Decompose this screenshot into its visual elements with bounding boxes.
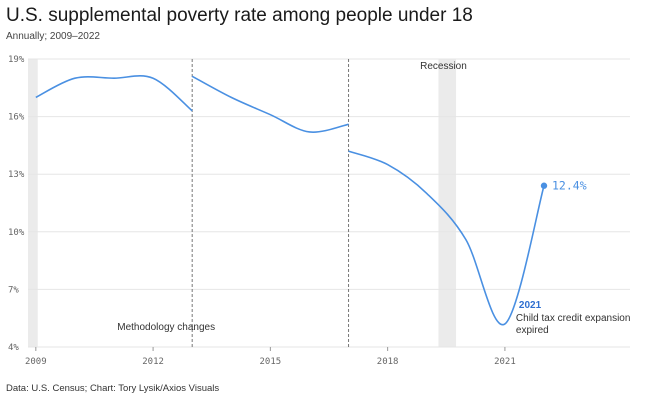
source-note: Data: U.S. Census; Chart: Tory Lysik/Axi… [6, 383, 220, 394]
recession-label: Recession [420, 61, 467, 72]
y-tick-label-7: 7% [8, 285, 19, 295]
annotation-year: 2021 [519, 300, 542, 311]
y-tick-label-19: 19% [8, 55, 25, 65]
x-tick-label-2018: 2018 [377, 357, 399, 367]
annotation-line-2: expired [516, 325, 549, 336]
series-line-segment-2 [348, 150, 545, 326]
shaded-region-0 [28, 59, 38, 347]
series-line-segment-0 [35, 75, 193, 112]
end-value-label: 12.4% [552, 179, 587, 193]
y-tick-label-13: 13% [8, 170, 25, 180]
chart-title: U.S. supplemental poverty rate among peo… [6, 5, 473, 26]
end-point-marker [540, 182, 548, 189]
x-tick-label-2012: 2012 [142, 357, 164, 367]
y-tick-label-16: 16% [8, 113, 25, 123]
y-tick-label-4: 4% [8, 343, 19, 353]
annotation-line-1: Child tax credit expansion [516, 313, 631, 324]
x-tick-label-2015: 2015 [260, 357, 282, 367]
shaded-region-1 [438, 59, 457, 347]
chart-subtitle: Annually; 2009–2022 [6, 31, 100, 42]
x-tick-label-2021: 2021 [494, 357, 516, 367]
y-tick-label-10: 10% [8, 228, 25, 238]
x-tick-label-2009: 2009 [25, 357, 47, 367]
methodology-changes-label: Methodology changes [117, 322, 215, 333]
series-line-segment-1 [191, 75, 349, 133]
